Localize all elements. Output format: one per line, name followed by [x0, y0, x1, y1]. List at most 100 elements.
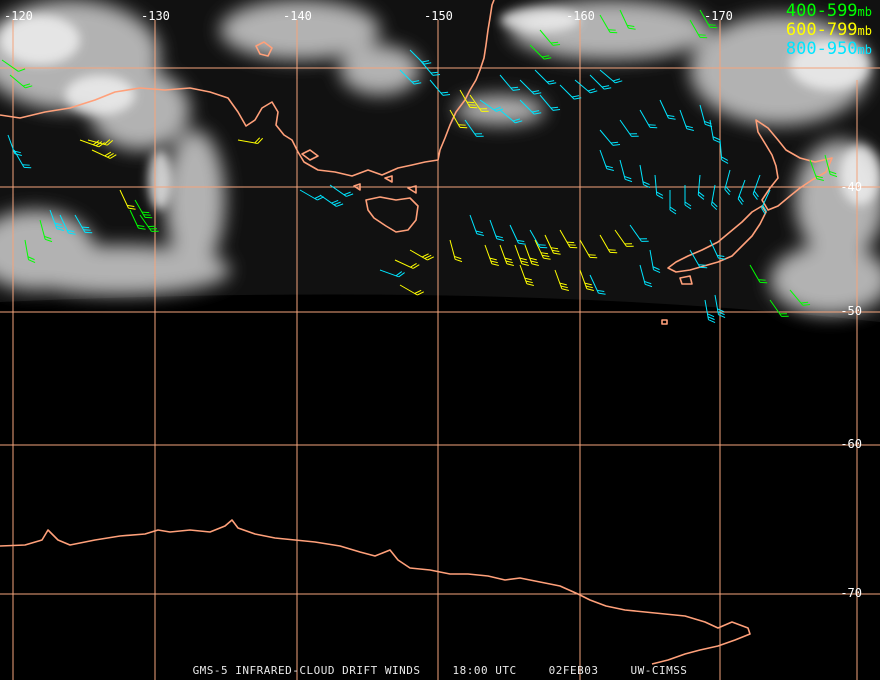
- wind-barb: [559, 229, 578, 249]
- wind-barb: [499, 109, 523, 124]
- wind-barb: [679, 109, 694, 131]
- wind-barb: [749, 264, 768, 284]
- wind-barb: [599, 149, 614, 171]
- wind-barb: [469, 214, 484, 236]
- wind-barb: [429, 79, 451, 96]
- wind-barb: [539, 29, 561, 46]
- wind-barb: [534, 239, 551, 260]
- wind-barb: [629, 224, 649, 242]
- wind-barb: [519, 99, 542, 115]
- wind-barb: [464, 119, 484, 137]
- wind-barb: [737, 179, 746, 205]
- wind-barb: [514, 244, 529, 266]
- wind-barb: [519, 264, 534, 286]
- wind-barb: [519, 79, 542, 95]
- wind-barb: [449, 239, 463, 263]
- legend-range: 800-950: [785, 39, 858, 59]
- wind-barb: [761, 189, 771, 215]
- wind-barb: [469, 94, 489, 112]
- wind-barb: [129, 209, 146, 230]
- legend-unit: mb: [857, 5, 872, 19]
- wind-barb: [459, 89, 478, 109]
- legend-range: 600-799: [785, 20, 858, 40]
- wind-barb: [579, 239, 598, 259]
- wind-barb: [599, 129, 621, 146]
- wind-barb: [697, 174, 705, 200]
- wind-barb: [524, 244, 539, 266]
- coastlines: [0, 0, 833, 665]
- wind-barb: [769, 299, 789, 317]
- wind-barb: [49, 209, 64, 231]
- wind-barb: [709, 239, 726, 260]
- wind-barb: [711, 184, 718, 211]
- legend-unit: mb: [857, 24, 872, 38]
- wind-barb: [789, 289, 811, 306]
- wind-barb: [689, 19, 708, 39]
- lat-label-60: -60: [840, 437, 862, 451]
- stewart-island: [679, 275, 693, 285]
- wind-barb: [699, 9, 718, 29]
- lord-howe-island: [255, 41, 273, 57]
- bass-strait-island: [353, 175, 417, 194]
- wind-barb: [599, 14, 618, 34]
- wind-barb: [479, 99, 504, 112]
- wind-barb: [529, 229, 548, 249]
- wind-barb: [419, 59, 441, 76]
- lon-label-120: -120: [4, 9, 33, 23]
- wind-barb: [329, 184, 354, 197]
- lon-label-150: -150: [424, 9, 453, 23]
- wind-barb: [139, 214, 159, 232]
- wind-barb: [649, 249, 661, 274]
- lon-label-140: -140: [283, 9, 312, 23]
- australia-coastline: [0, 0, 495, 177]
- wind-barb: [684, 185, 692, 210]
- wind-barb: [237, 137, 264, 144]
- wind-barb: [639, 164, 651, 189]
- image-caption: GMS-5 INFRARED-CLOUD DRIFT WINDS 18:00 UT…: [0, 664, 880, 680]
- wind-barb: [509, 224, 526, 245]
- nz-south-island: [667, 205, 767, 273]
- wind-barb: [1, 59, 26, 72]
- wind-barb: [619, 9, 636, 30]
- wind-barb: [399, 284, 425, 296]
- wind-barb: [409, 249, 435, 261]
- wind-barb: [599, 234, 618, 254]
- wind-barb: [599, 69, 623, 84]
- wind-barb: [39, 219, 53, 243]
- graticule: [0, 20, 880, 680]
- wind-barbs: [1, 9, 838, 324]
- wind-barb: [134, 199, 153, 219]
- tasmania-coastline: [365, 196, 419, 233]
- wind-barb: [24, 239, 36, 264]
- wind-barb: [399, 69, 422, 85]
- nz-north-island: [755, 119, 833, 211]
- wind-barb: [9, 74, 33, 89]
- wind-barb: [709, 119, 721, 144]
- wind-barb: [619, 159, 633, 183]
- lon-label-160: -160: [566, 9, 595, 23]
- wind-barb: [394, 259, 420, 269]
- wind-barb: [74, 214, 93, 234]
- wind-barb: [544, 234, 561, 255]
- wind-barb: [91, 149, 117, 159]
- legend-range: 400-599: [785, 1, 858, 21]
- wind-barb: [724, 169, 731, 196]
- wind-barb: [13, 149, 32, 169]
- wind-barb: [659, 99, 676, 120]
- wind-barb: [499, 74, 521, 91]
- wind-barb: [619, 119, 639, 137]
- caption-time: 18:00 UTC: [452, 664, 517, 677]
- wind-barb: [574, 79, 598, 94]
- wind-barb: [614, 229, 634, 247]
- wind-barb: [639, 109, 658, 129]
- wind-barb: [87, 139, 114, 146]
- wind-barb: [534, 69, 557, 85]
- lat-label-40: -40: [840, 180, 862, 194]
- satellite-imagery: [0, 0, 880, 322]
- wind-barb: [639, 264, 653, 288]
- legend-unit: mb: [857, 43, 872, 57]
- legend-entry-800-950: 800-950mb: [786, 40, 872, 59]
- lat-label-70: -70: [840, 586, 862, 600]
- lon-label-130: -130: [141, 9, 170, 23]
